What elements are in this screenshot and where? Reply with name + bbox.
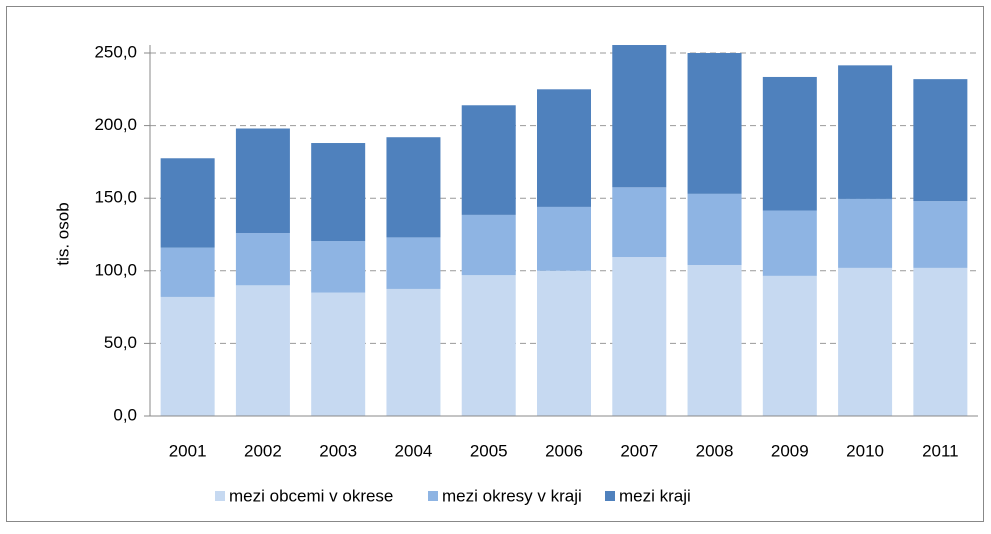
legend-label: mezi kraji <box>619 486 691 505</box>
bar-segment <box>461 105 516 215</box>
bar-segment <box>461 275 516 416</box>
x-tick-label: 2002 <box>244 441 282 460</box>
bar-segment <box>838 267 893 416</box>
bar-segment <box>461 214 516 276</box>
y-tick-label: 100,0 <box>94 260 137 279</box>
bar-segment <box>311 292 366 416</box>
bar-segment <box>838 65 893 199</box>
y-tick-label: 250,0 <box>94 42 137 61</box>
x-tick-label: 2011 <box>922 441 959 460</box>
bar-segment <box>762 76 817 211</box>
legend-label: mezi obcemi v okrese <box>229 486 393 505</box>
x-tick-label: 2010 <box>846 441 884 460</box>
bar-segment <box>687 53 742 194</box>
x-tick-label: 2003 <box>319 441 357 460</box>
x-tick-label: 2007 <box>620 441 658 460</box>
bar-segment <box>386 237 441 289</box>
bar-segment <box>235 233 290 286</box>
legend-swatch <box>605 491 615 501</box>
legend-label: mezi okresy v kraji <box>442 486 582 505</box>
bar-segment <box>537 206 591 271</box>
y-tick-label: 50,0 <box>104 333 137 352</box>
bar-segment <box>612 45 667 188</box>
y-axis-label: tis. osob <box>53 202 72 265</box>
bar-segment <box>913 201 968 268</box>
bar-segment <box>537 270 591 416</box>
bar-segment <box>762 275 817 416</box>
bar-segment <box>311 143 366 242</box>
legend-swatch <box>428 491 438 501</box>
bar-segment <box>386 288 441 416</box>
x-tick-label: 2008 <box>696 441 734 460</box>
x-tick-label: 2005 <box>470 441 508 460</box>
bar-segment <box>838 198 893 268</box>
bar-segment <box>160 158 215 248</box>
bar-segment <box>612 257 667 416</box>
bar-segment <box>687 193 742 265</box>
x-tick-label: 2004 <box>395 441 433 460</box>
y-tick-label: 0,0 <box>113 405 137 424</box>
x-tick-label: 2001 <box>169 441 207 460</box>
bar-segment <box>386 137 441 238</box>
bar-segment <box>612 187 667 258</box>
bar-segment <box>235 128 290 234</box>
bar-segment <box>913 267 968 416</box>
y-tick-label: 200,0 <box>94 115 137 134</box>
bar-segment <box>235 285 290 416</box>
legend-swatch <box>215 491 225 501</box>
bar-segment <box>762 210 817 276</box>
bar-segment <box>160 247 215 297</box>
bar-segment <box>311 241 366 293</box>
y-tick-label: 150,0 <box>94 188 137 207</box>
bar-segment <box>913 79 968 202</box>
bar-segment <box>537 89 591 207</box>
x-tick-label: 2009 <box>771 441 809 460</box>
bar-segment <box>160 296 215 416</box>
x-tick-label: 2006 <box>545 441 583 460</box>
bar-segment <box>687 264 742 416</box>
